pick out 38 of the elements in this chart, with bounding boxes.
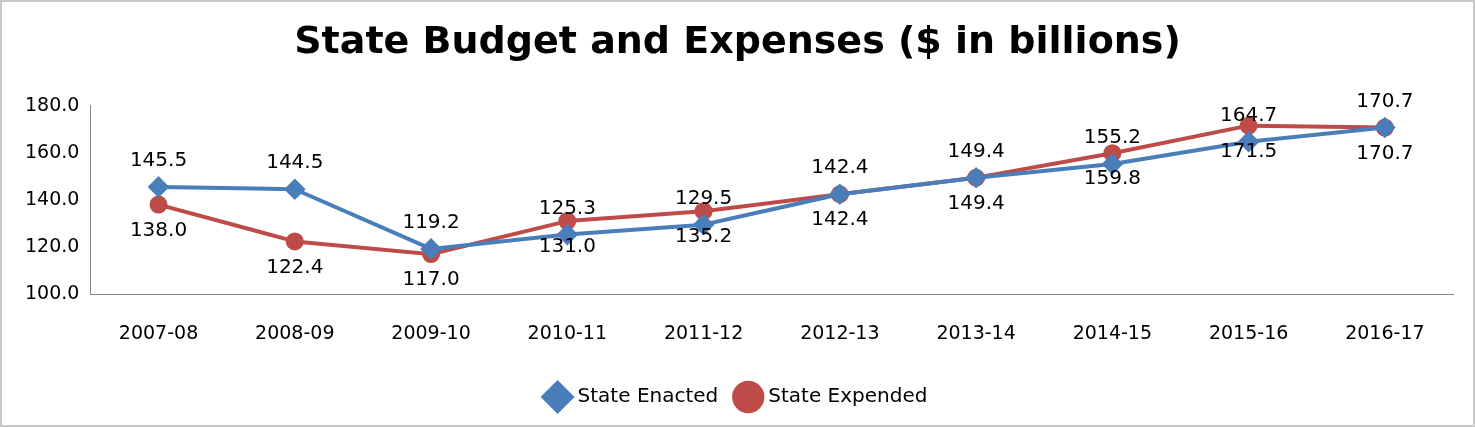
data-label: 117.0 [402, 266, 460, 291]
y-tick-label: 100.0 [24, 281, 80, 304]
data-label: 125.3 [538, 194, 596, 219]
data-label: 142.4 [811, 154, 869, 179]
data-label: 164.7 [1219, 101, 1278, 126]
y-tick-label: 120.0 [24, 233, 80, 256]
x-tick-label: 2012-13 [800, 320, 880, 343]
data-label: 171.5 [1219, 137, 1278, 162]
x-tick-label: 2007-08 [118, 320, 199, 343]
x-tick-label: 2011-12 [663, 320, 744, 343]
data-label: 159.8 [1083, 165, 1141, 190]
data-label: 170.7 [1356, 139, 1414, 164]
x-tick-label: 2016-17 [1345, 320, 1425, 343]
data-label: 149.4 [947, 137, 1005, 162]
x-tick-label: 2010-11 [527, 320, 607, 343]
x-tick-label: 2008-09 [255, 320, 335, 343]
y-tick-label: 140.0 [24, 186, 80, 209]
data-label: 142.4 [811, 206, 869, 231]
data-label: 122.4 [266, 253, 324, 278]
data-label: 135.2 [674, 223, 733, 248]
y-tick-label: 180.0 [24, 92, 80, 115]
x-tick-label: 2009-10 [391, 320, 471, 343]
data-label: 138.0 [129, 216, 188, 241]
data-label: 144.5 [266, 149, 324, 174]
data-label: 119.2 [402, 209, 460, 234]
data-label: 145.5 [129, 147, 188, 172]
data-label: 170.7 [1356, 87, 1414, 112]
data-label: 129.5 [674, 184, 733, 209]
legend-label: State Enacted [577, 383, 719, 408]
chart-title: State Budget and Expenses ($ in billions) [294, 17, 1181, 62]
y-tick-label: 160.0 [24, 139, 80, 162]
data-label: 149.4 [947, 189, 1005, 214]
data-label: 155.2 [1083, 124, 1141, 149]
legend-label: State Expended [768, 383, 928, 408]
data-label: 131.0 [538, 233, 596, 258]
x-tick-label: 2015-16 [1208, 320, 1289, 343]
x-tick-label: 2014-15 [1072, 320, 1153, 343]
x-tick-label: 2013-14 [936, 320, 1016, 343]
